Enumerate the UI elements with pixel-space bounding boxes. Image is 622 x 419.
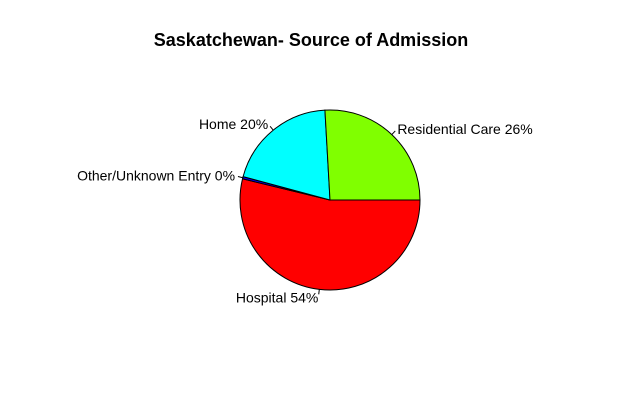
slice-label: Residential Care 26% bbox=[397, 121, 532, 137]
slice-label: Home 20% bbox=[199, 116, 268, 132]
label-tick bbox=[237, 175, 243, 179]
pie-slices bbox=[239, 109, 421, 291]
slice-label: Hospital 54% bbox=[236, 289, 319, 305]
label-tick bbox=[391, 130, 396, 135]
label-tick bbox=[269, 125, 274, 131]
slice-label: Other/Unknown Entry 0% bbox=[77, 168, 235, 184]
pie-slice-home bbox=[242, 109, 331, 201]
chart-title: Saskatchewan- Source of Admission bbox=[153, 30, 469, 50]
label-tick bbox=[318, 289, 320, 295]
pie-slice-residential-care bbox=[324, 109, 421, 201]
pie-labels: Hospital 54% Other/Unknown Entry 0% Home 2… bbox=[77, 116, 533, 305]
pie-slice-hospital bbox=[239, 178, 421, 291]
